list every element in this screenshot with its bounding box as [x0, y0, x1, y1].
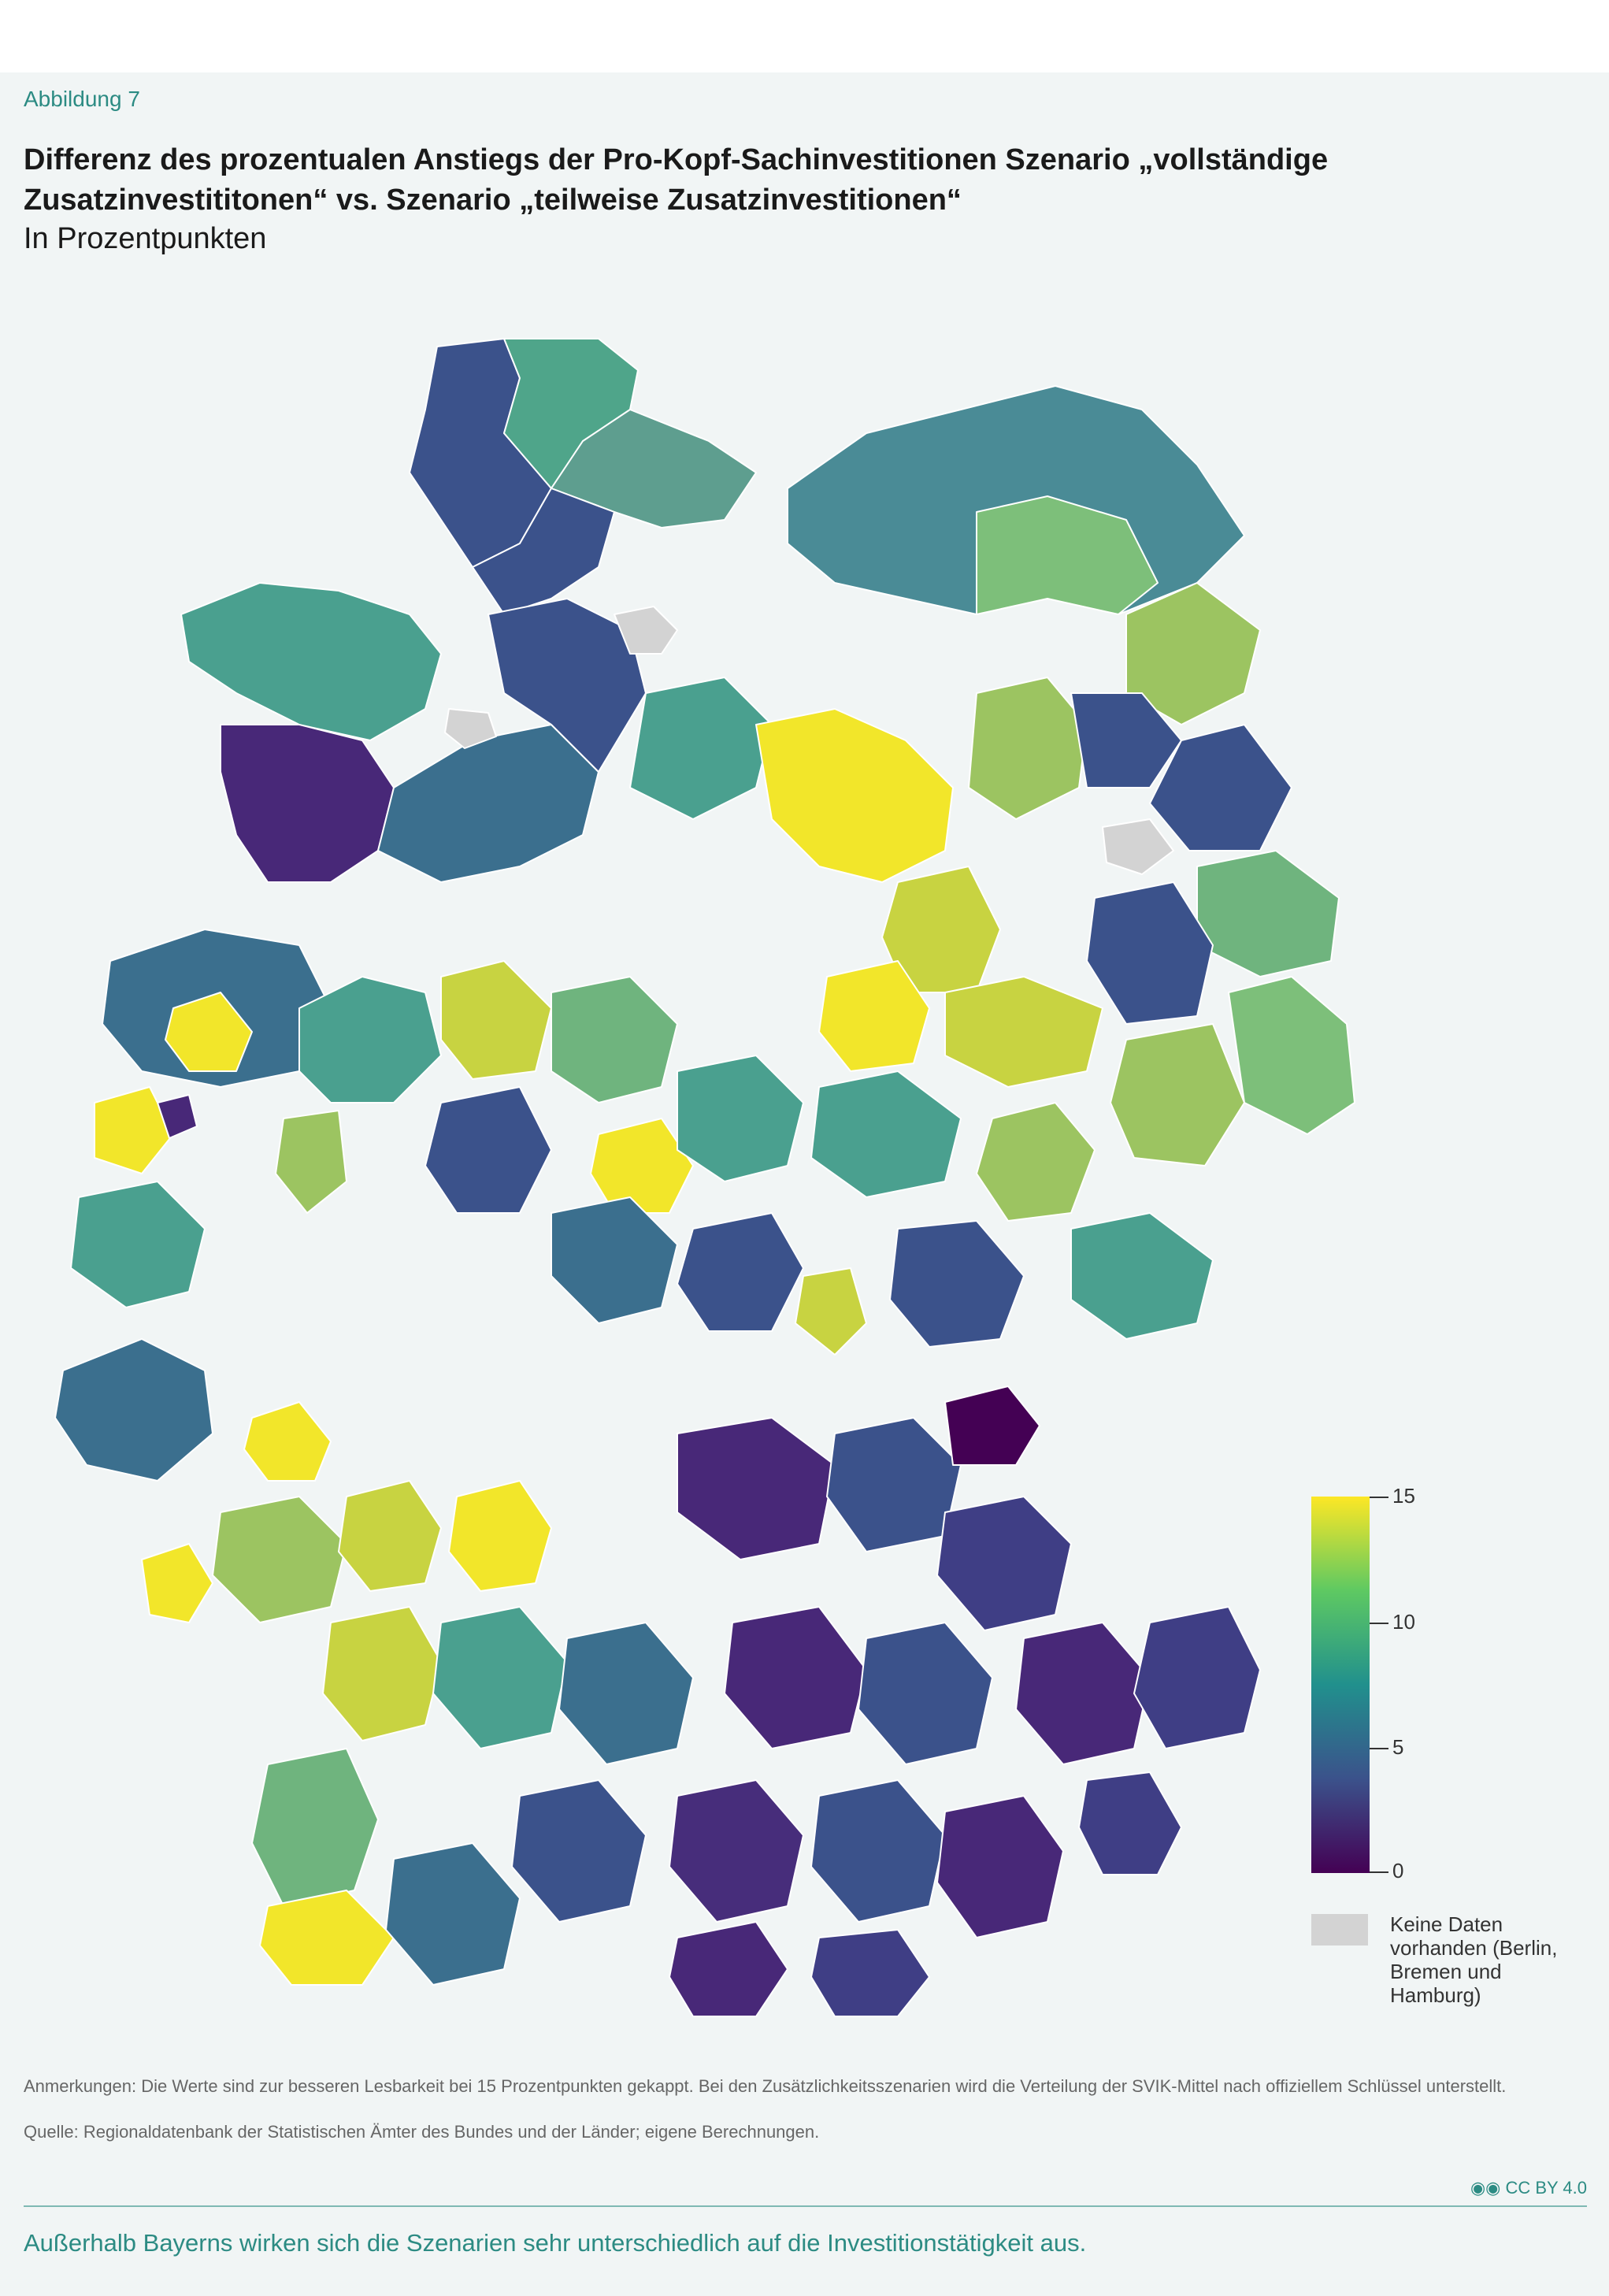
figure-label: Abbildung 7 [24, 87, 140, 111]
remark-note: Anmerkungen: Die Werte sind zur besseren… [24, 2076, 1507, 2096]
map-region [795, 1267, 867, 1356]
map-region [810, 1779, 946, 1923]
map-region [1015, 1622, 1151, 1765]
no-data-label: Keine Daten vorhanden (Berlin, Bremen un… [1390, 1912, 1558, 2007]
map-region [677, 1212, 804, 1332]
map-region [377, 724, 599, 883]
map-region [976, 495, 1159, 615]
map-region [432, 1606, 568, 1749]
map-region [70, 1181, 206, 1308]
map-region [818, 960, 930, 1072]
footer-caption: Außerhalb Bayerns wirken sich die Szenar… [24, 2229, 1087, 2257]
map-region [385, 1842, 521, 1986]
map-region [1086, 881, 1214, 1025]
map-region [755, 708, 954, 883]
legend-tick-label: 10 [1392, 1610, 1415, 1634]
legend-tick [1370, 1748, 1388, 1749]
map-region [810, 1929, 930, 2017]
legend-tick-label: 0 [1392, 1859, 1404, 1882]
figure-title: Differenz des prozentualen Anstiegs der … [24, 143, 1329, 217]
source-note: Quelle: Regionaldatenbank der Statistisc… [24, 2122, 820, 2142]
footer-divider [24, 2205, 1587, 2207]
map-region [1133, 1606, 1261, 1749]
map-region [251, 1748, 379, 1907]
map-region [54, 1338, 213, 1482]
map-region [944, 976, 1103, 1088]
map-region [669, 1921, 788, 2017]
map-region [677, 1417, 836, 1560]
legend-tick-label: 5 [1392, 1735, 1404, 1759]
map-region [275, 1110, 347, 1214]
map-region [677, 1055, 804, 1182]
no-data-swatch [1311, 1914, 1368, 1945]
map-region [1102, 818, 1174, 875]
map-region [1228, 976, 1355, 1135]
map-region [551, 976, 678, 1103]
map-region [94, 1086, 174, 1174]
map-region [590, 1118, 694, 1214]
map-region [488, 598, 647, 773]
map-region [889, 1220, 1025, 1348]
map-region [1149, 724, 1292, 851]
map-region [551, 1196, 678, 1324]
map-region [1078, 1771, 1182, 1875]
map-region [1070, 692, 1182, 788]
map-region [165, 992, 253, 1072]
map-region [810, 1070, 962, 1198]
map-region [1196, 850, 1340, 977]
map-region [511, 1779, 647, 1923]
map-region [976, 1102, 1096, 1222]
map-region [614, 606, 678, 655]
map-region [936, 1496, 1072, 1631]
map-region [444, 708, 497, 749]
legend-tick [1370, 1623, 1388, 1624]
legend-colorbar [1311, 1497, 1370, 1873]
map-region [826, 1417, 962, 1552]
map-region [338, 1480, 442, 1592]
map-region [440, 960, 552, 1080]
figure-subtitle: In Prozentpunkten [24, 222, 267, 255]
legend-tick [1370, 1497, 1388, 1498]
germany-district-map [54, 338, 1355, 2017]
license-badge: ◉◉ CC BY 4.0 [1465, 2178, 1587, 2198]
map-region [322, 1606, 442, 1741]
map-region [243, 1401, 332, 1482]
map-region [424, 1086, 552, 1214]
map-region [1110, 1023, 1245, 1167]
map-region [448, 1480, 552, 1592]
legend-tick-label: 15 [1392, 1484, 1415, 1508]
map-region [968, 677, 1088, 820]
map-region [259, 1890, 395, 1986]
map-region [936, 1795, 1064, 1938]
legend-tick [1370, 1871, 1388, 1873]
map-region [180, 582, 442, 741]
map-region [157, 1094, 198, 1139]
map-region [858, 1622, 993, 1765]
map-region [298, 976, 442, 1103]
map-region [724, 1606, 867, 1749]
map-region [944, 1385, 1040, 1466]
map-region [669, 1779, 804, 1923]
map-region [629, 677, 773, 820]
map-region [141, 1543, 213, 1623]
map-region [558, 1622, 694, 1765]
license-text: CC BY 4.0 [1505, 2178, 1587, 2198]
map-region [220, 724, 395, 883]
map-region [212, 1496, 347, 1623]
cc-icon: ◉◉ [1470, 2178, 1506, 2198]
map-region [1070, 1212, 1214, 1340]
